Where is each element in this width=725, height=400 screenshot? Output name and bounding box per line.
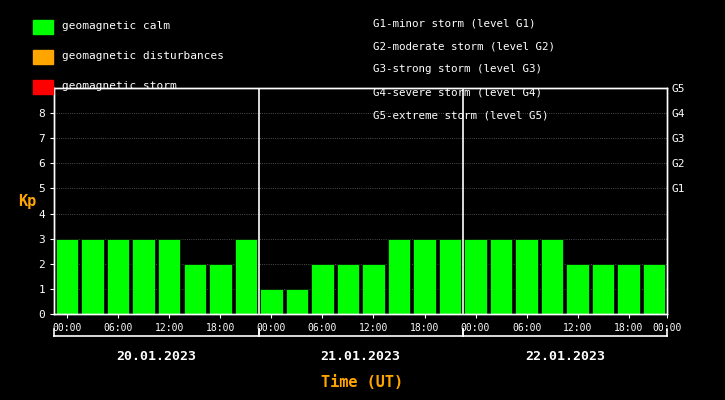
Bar	[235, 239, 257, 314]
Text: G5-extreme storm (level G5): G5-extreme storm (level G5)	[373, 111, 549, 121]
Bar	[81, 239, 104, 314]
Bar	[643, 264, 666, 314]
Text: G2-moderate storm (level G2): G2-moderate storm (level G2)	[373, 41, 555, 51]
Bar	[490, 239, 513, 314]
Text: 22.01.2023: 22.01.2023	[525, 350, 605, 363]
Text: geomagnetic calm: geomagnetic calm	[62, 21, 170, 31]
Y-axis label: Kp: Kp	[18, 194, 36, 208]
Bar	[107, 239, 130, 314]
Bar	[286, 289, 308, 314]
Text: 21.01.2023: 21.01.2023	[320, 350, 401, 363]
Bar	[566, 264, 589, 314]
Bar	[183, 264, 206, 314]
Bar	[362, 264, 385, 314]
Text: 20.01.2023: 20.01.2023	[117, 350, 196, 363]
Bar	[541, 239, 563, 314]
Bar	[133, 239, 155, 314]
Bar	[413, 239, 436, 314]
Text: geomagnetic disturbances: geomagnetic disturbances	[62, 51, 223, 61]
Bar	[311, 264, 334, 314]
Bar	[336, 264, 359, 314]
Text: geomagnetic storm: geomagnetic storm	[62, 81, 176, 91]
Text: G4-severe storm (level G4): G4-severe storm (level G4)	[373, 88, 542, 98]
Bar	[260, 289, 283, 314]
Text: G3-strong storm (level G3): G3-strong storm (level G3)	[373, 64, 542, 74]
Bar	[592, 264, 614, 314]
Bar	[388, 239, 410, 314]
Bar	[56, 239, 78, 314]
Bar	[158, 239, 181, 314]
Bar	[515, 239, 538, 314]
Text: Time (UT): Time (UT)	[321, 375, 404, 390]
Text: G1-minor storm (level G1): G1-minor storm (level G1)	[373, 18, 536, 28]
Bar	[209, 264, 231, 314]
Bar	[439, 239, 461, 314]
Bar	[618, 264, 640, 314]
Bar	[464, 239, 486, 314]
